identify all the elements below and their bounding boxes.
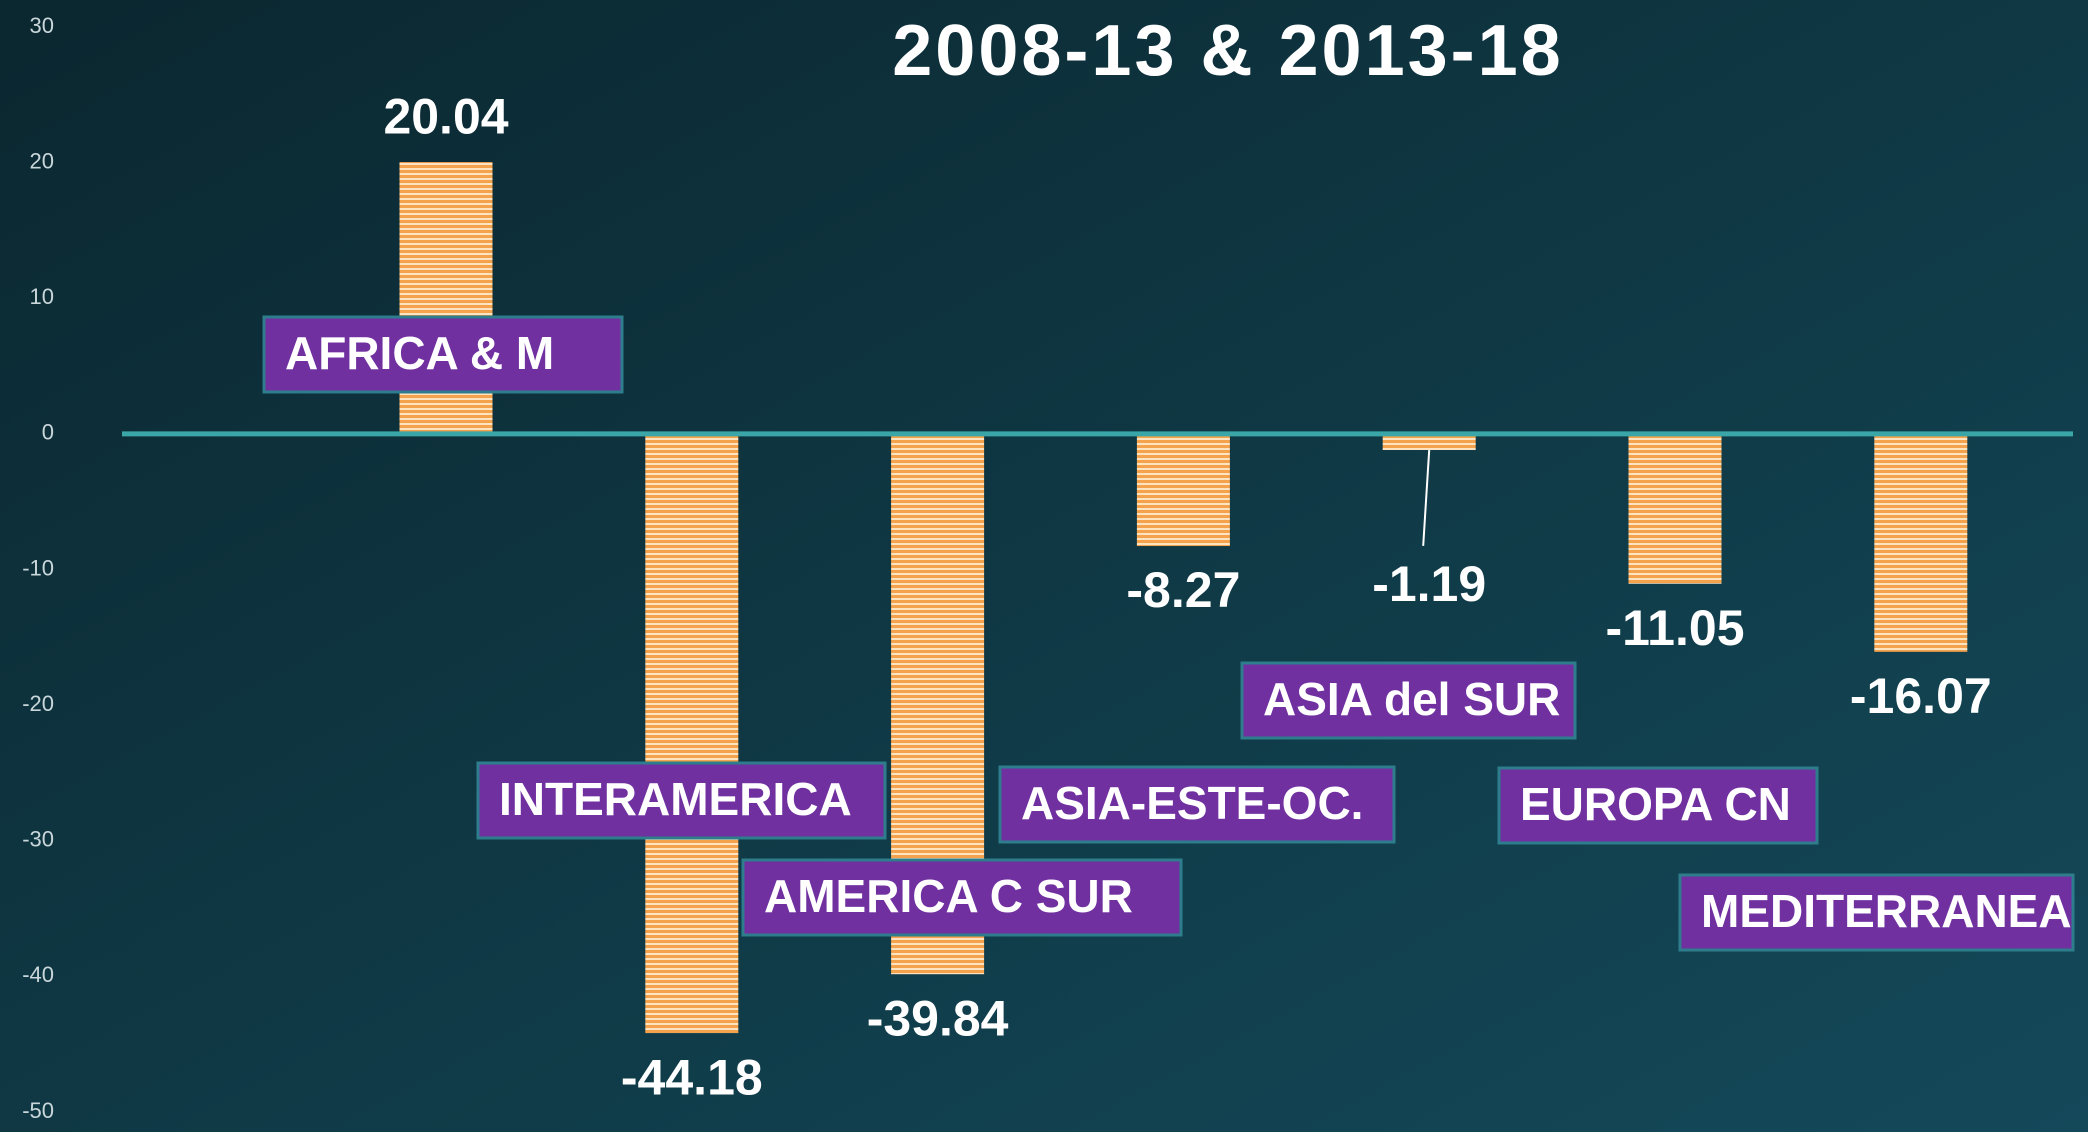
bar: [1874, 433, 1968, 652]
category-label: AFRICA & M: [285, 327, 554, 379]
leader-line: [1422, 449, 1431, 546]
y-tick-label: -50: [22, 1098, 54, 1123]
y-tick-label: -20: [22, 691, 54, 716]
data-label: -1.19: [1372, 556, 1486, 612]
category-box: [262, 315, 624, 394]
category-box: [1497, 766, 1819, 845]
bar: [1136, 433, 1230, 547]
data-label: -8.27: [1126, 562, 1240, 618]
category-box: [998, 765, 1396, 844]
y-tick-label: 0: [42, 420, 54, 445]
data-label: -39.84: [867, 990, 1009, 1046]
category-label: EUROPA CN: [1520, 778, 1791, 830]
data-label: -11.05: [1605, 600, 1744, 656]
bar: [1382, 433, 1476, 451]
category-label: ASIA-ESTE-OC.: [1021, 777, 1363, 829]
y-tick-label: -30: [22, 827, 54, 852]
y-tick-label: -10: [22, 555, 54, 580]
y-tick-label: 20: [30, 148, 54, 173]
category-label: ASIA del SUR: [1263, 673, 1560, 725]
category-label: MEDITERRANEA: [1701, 885, 2072, 937]
category-box: [1240, 661, 1577, 740]
y-tick-label: 10: [30, 284, 54, 309]
category-box: [476, 761, 887, 840]
bar: [645, 433, 739, 1034]
category-box: [741, 858, 1183, 937]
y-tick-label: -40: [22, 962, 54, 987]
category-label: AMERICA C SUR: [764, 870, 1133, 922]
bar: [1628, 433, 1722, 584]
category-box: [1678, 873, 2075, 952]
category-label: INTERAMERICA: [499, 773, 852, 825]
data-label: -16.07: [1850, 668, 1992, 724]
data-label: 20.04: [383, 88, 508, 144]
chart-title: 2008-13 & 2013-18: [892, 11, 1563, 91]
y-tick-label: 30: [30, 13, 54, 38]
data-label: -44.18: [621, 1049, 763, 1105]
